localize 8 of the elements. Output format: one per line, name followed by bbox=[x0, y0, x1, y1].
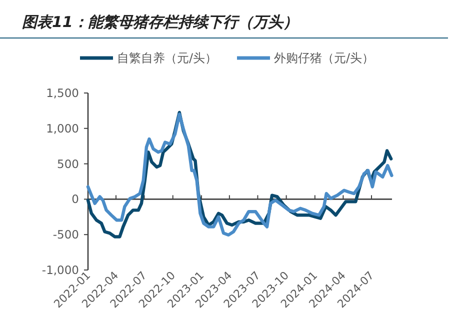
y-tick-label: -500 bbox=[52, 228, 79, 242]
y-tick-label: 1,500 bbox=[46, 86, 79, 100]
title: 图表11：能繁母猪存栏持续下行（万头） bbox=[22, 13, 298, 31]
legend-label: 外购仔猪（元/头） bbox=[274, 51, 374, 65]
legend-label: 自繁自养（元/头） bbox=[117, 51, 218, 65]
y-tick-label: 0 bbox=[72, 192, 79, 206]
y-tick-label: 1,000 bbox=[46, 121, 79, 136]
y-tick-label: 500 bbox=[57, 156, 79, 171]
